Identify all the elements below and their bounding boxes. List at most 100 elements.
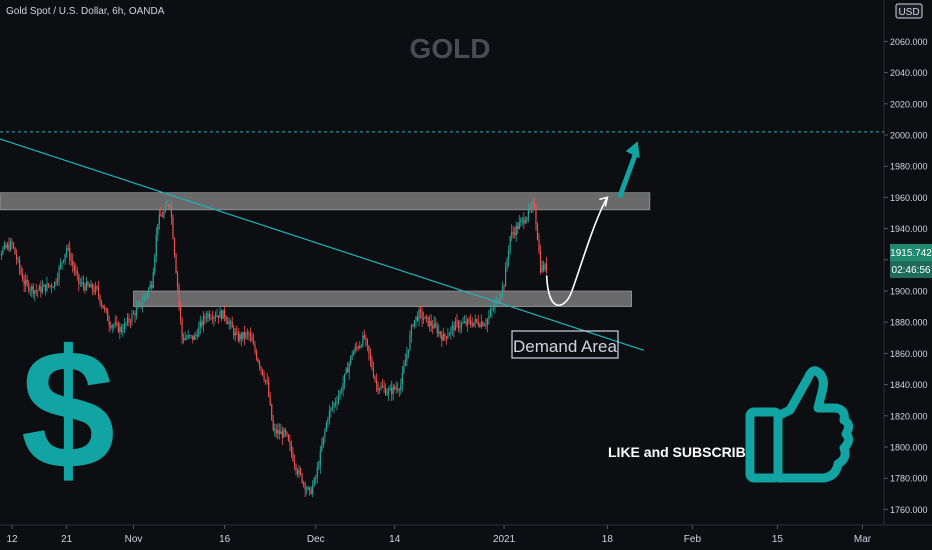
candle-body (433, 323, 435, 329)
candle-body (435, 323, 437, 327)
candle-body (8, 244, 10, 251)
candle-body (447, 335, 449, 339)
candle-body (400, 384, 402, 391)
candle-body (146, 293, 148, 296)
candle-body (217, 315, 220, 318)
candle-body (2, 248, 4, 254)
candle-body (125, 323, 127, 325)
candle-body (280, 431, 282, 434)
price-tick-label: 2040.000 (890, 68, 928, 78)
candle-body (176, 272, 179, 288)
candle-body (477, 321, 479, 326)
candle-body (344, 373, 346, 383)
candle-body (360, 345, 362, 347)
thumbs-up-icon (745, 366, 854, 483)
candle-body (536, 224, 539, 241)
candle-body (230, 321, 232, 323)
candle-body (292, 452, 294, 461)
candle-body (389, 387, 391, 391)
time-tick-label: 12 (6, 534, 18, 545)
candle-body (369, 353, 372, 360)
candle-body (155, 234, 157, 256)
candle-body (41, 286, 43, 293)
candle-body (354, 347, 356, 352)
candle-body (395, 388, 397, 390)
candle-body (129, 321, 132, 323)
candle-body (542, 265, 545, 270)
candle-body (306, 489, 308, 491)
candle-body (429, 320, 431, 326)
candle-body (143, 296, 145, 303)
candle-body (451, 325, 454, 329)
candle-body (427, 316, 429, 326)
candle-body (330, 408, 332, 411)
candle-body (140, 302, 142, 307)
candle-body (101, 302, 103, 306)
candle-body (5, 244, 7, 248)
candle-body (234, 332, 236, 336)
candle-body (70, 259, 72, 261)
candle-body (500, 294, 502, 300)
candle-body (29, 289, 31, 291)
currency-badge[interactable] (895, 3, 923, 19)
candle-body (409, 335, 411, 350)
candle-body (175, 255, 177, 273)
candle-body (170, 204, 173, 218)
candle-body (60, 263, 62, 268)
demand-label: Demand Area (513, 337, 617, 356)
candle-body (50, 285, 53, 288)
candle-body (173, 238, 176, 256)
candle-body (164, 205, 166, 212)
candle-body (368, 345, 370, 354)
candle-body (296, 470, 299, 474)
candle-body (424, 316, 426, 319)
time-tick-label: 14 (389, 534, 401, 545)
price-tick-label: 1780.000 (890, 474, 928, 484)
candle-body (494, 302, 496, 308)
candle-body (340, 390, 343, 392)
candle-body (281, 431, 283, 438)
candle-body (196, 334, 198, 337)
candle-body (518, 222, 520, 230)
candle-body (521, 218, 523, 220)
candle-body (242, 332, 244, 339)
symbol-title: Gold Spot / U.S. Dollar, 6h, OANDA (6, 6, 165, 17)
candle-body (151, 284, 153, 288)
candle-body (412, 325, 414, 327)
candle-body (265, 380, 267, 381)
time-tick-label: Feb (684, 534, 702, 545)
candle-body (179, 303, 182, 320)
candle-body (213, 316, 215, 320)
candle-body (160, 214, 162, 217)
candle-body (345, 368, 347, 374)
time-tick-label: 2021 (493, 534, 516, 545)
last-price-badge (890, 244, 932, 261)
candle-body (123, 323, 125, 332)
candle-body (362, 335, 364, 347)
candle-body (359, 345, 361, 349)
candle-body (470, 320, 472, 324)
candle-body (257, 358, 259, 363)
candle-body (321, 445, 323, 451)
candle-body (122, 331, 124, 333)
candle-body (202, 316, 204, 326)
candle-body (22, 273, 24, 281)
candle-body (316, 467, 318, 479)
candle-body (149, 284, 151, 289)
candle-body (44, 284, 47, 292)
candle-body (46, 283, 48, 292)
candle-body (365, 338, 367, 340)
candle-body (184, 338, 186, 341)
candle-body (111, 325, 113, 328)
candle-body (163, 211, 165, 217)
candle-body (181, 319, 183, 339)
candle-body (371, 359, 373, 369)
candle-body (271, 404, 273, 420)
candle-body (216, 315, 218, 317)
candle-body (12, 243, 15, 248)
candle-body (491, 309, 493, 311)
candle-body (269, 396, 271, 405)
candle-body (503, 285, 505, 287)
